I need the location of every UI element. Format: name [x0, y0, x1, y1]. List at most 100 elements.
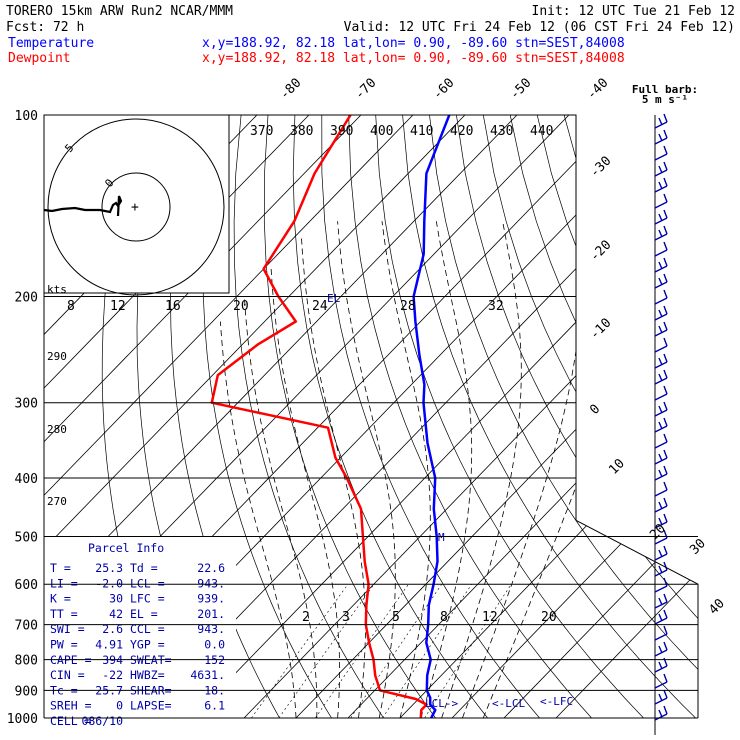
parcel-info-cell: 4.91	[95, 638, 123, 652]
hodograph-ring	[101, 172, 171, 242]
temperature-location: x,y=188.92, 82.18 lat,lon= 0.90, -89.60 …	[202, 36, 625, 51]
isotherm-line	[347, 115, 698, 718]
pressure-tick-label: 400	[15, 472, 38, 487]
parcel-info-box: Parcel Info T = 25.3 Td = 22.6 LI = -2.0 LCL =…	[44, 537, 236, 729]
moist-adiabat	[441, 221, 522, 718]
wind-barb	[654, 481, 668, 497]
dry-adiabat	[509, 115, 698, 718]
wind-barb	[654, 337, 668, 353]
parcel-info-cell: 0.0	[204, 638, 225, 652]
parcel-info-cell: TT =	[50, 607, 78, 621]
isotherm-tick-label: -80	[277, 76, 304, 103]
wind-barb	[654, 449, 668, 465]
isotherm-tick-label: 40	[706, 596, 728, 618]
isotherm-line	[44, 115, 466, 718]
isotherm-tick-label: -70	[352, 76, 379, 103]
pressure-tick-label: 200	[15, 291, 38, 306]
dry-adiabat	[292, 115, 488, 718]
isotherm-tick-label: -40	[584, 76, 611, 103]
wind-barb	[654, 369, 668, 385]
parcel-info-cell: 2.6	[102, 622, 123, 636]
dry-adiabat	[456, 115, 698, 718]
wind-barb	[654, 705, 668, 721]
dry-adiabat	[263, 115, 436, 718]
wind-barb	[654, 417, 668, 433]
moist-adiabat	[381, 221, 431, 718]
wind-barb	[654, 625, 668, 641]
wind-barb	[654, 641, 668, 657]
header-valid: Valid: 12 UTC Fri 24 Feb 12 (06 CST Fri …	[344, 20, 735, 35]
wind-barb	[654, 225, 668, 241]
isotherm-line	[451, 115, 698, 718]
dry-adiabat	[617, 115, 698, 718]
dry-adiabat	[563, 115, 698, 718]
parcel-info-title: Parcel Info	[88, 541, 164, 555]
mixing-ratio-line	[424, 584, 512, 718]
parcel-info-cell: 0	[116, 699, 123, 713]
parcel-info-cell: PW =	[50, 638, 78, 652]
el-label: EL	[327, 292, 341, 305]
isotherm-line	[44, 115, 362, 718]
lfc-label: <-LFC	[540, 695, 573, 708]
parcel-info-cell: 42	[109, 607, 123, 621]
wind-barb	[654, 113, 668, 129]
pressure-tick-label: 300	[15, 397, 38, 412]
wind-barb	[654, 609, 668, 625]
wind-barb	[654, 513, 668, 529]
hodograph-ring	[47, 118, 225, 296]
parcel-info-cell: 943.	[197, 622, 225, 636]
mixing-ratio-bottom-label: 2	[302, 610, 310, 625]
wind-barb	[654, 321, 668, 337]
dry-adiabat	[321, 115, 540, 718]
isotherm-tick-label: -30	[587, 154, 614, 181]
dry-adiabat	[699, 115, 740, 718]
mixing-ratio-bottom-label: 5	[392, 610, 400, 625]
dry-adiabat	[202, 115, 332, 718]
isotherm-line	[44, 115, 414, 718]
mixing-ratio-bottom-label: 3	[342, 610, 350, 625]
moist-adiabat	[337, 221, 396, 718]
header-init: Init: 12 UTC Tue 21 Feb 12	[532, 4, 736, 19]
pressure-tick-label: 900	[15, 684, 38, 699]
parcel-info-cell: K =	[50, 592, 71, 606]
theta-tick-label: 420	[450, 124, 473, 139]
wind-barb	[654, 593, 668, 609]
isotherm-tick-label: -10	[587, 316, 614, 343]
parcel-info-cell: -2.0	[95, 576, 123, 590]
isotherm-tick-label: 10	[606, 456, 628, 478]
theta-tick-label: 380	[290, 124, 313, 139]
isotherm-line	[503, 115, 698, 718]
diagram-border	[43, 114, 699, 718]
pressure-tick-label: 1000	[7, 712, 38, 727]
wind-barb	[654, 129, 668, 145]
barb-key-title: Full barb:	[632, 83, 698, 96]
wind-barb	[654, 193, 668, 209]
mixing-ratio-bottom-label: 12	[482, 610, 498, 625]
hodograph-units: kts	[47, 283, 67, 296]
dry-adiabat	[348, 115, 592, 718]
hodograph-ring-label: 12	[110, 299, 126, 314]
mixing-ratio-top-label: 28	[400, 299, 416, 314]
wind-barb	[654, 209, 668, 225]
legend-temperature: Temperature	[8, 36, 94, 51]
dry-adiabat	[482, 115, 698, 718]
dewpoint-line	[210, 115, 428, 718]
parcel-info-cell: YGP =	[130, 638, 165, 652]
dry-adiabat	[233, 115, 384, 718]
dry-adiabat	[429, 115, 698, 718]
wind-barb	[654, 257, 668, 273]
header-forecast: Fcst: 72 h	[6, 20, 84, 35]
wind-barbs	[654, 113, 668, 735]
parcel-info-cell: 6.1	[204, 699, 225, 713]
wind-barb	[654, 577, 668, 593]
moist-adiabat	[462, 221, 582, 718]
wind-barb	[654, 353, 668, 369]
wind-barb	[654, 465, 668, 481]
wind-barb	[654, 241, 668, 257]
dry-adiabat-label: 270	[47, 495, 67, 508]
parcel-info-cell: 201.	[197, 607, 225, 621]
temperature-line	[412, 115, 451, 718]
wind-barb	[654, 273, 668, 289]
pressure-tick-label: 800	[15, 654, 38, 669]
